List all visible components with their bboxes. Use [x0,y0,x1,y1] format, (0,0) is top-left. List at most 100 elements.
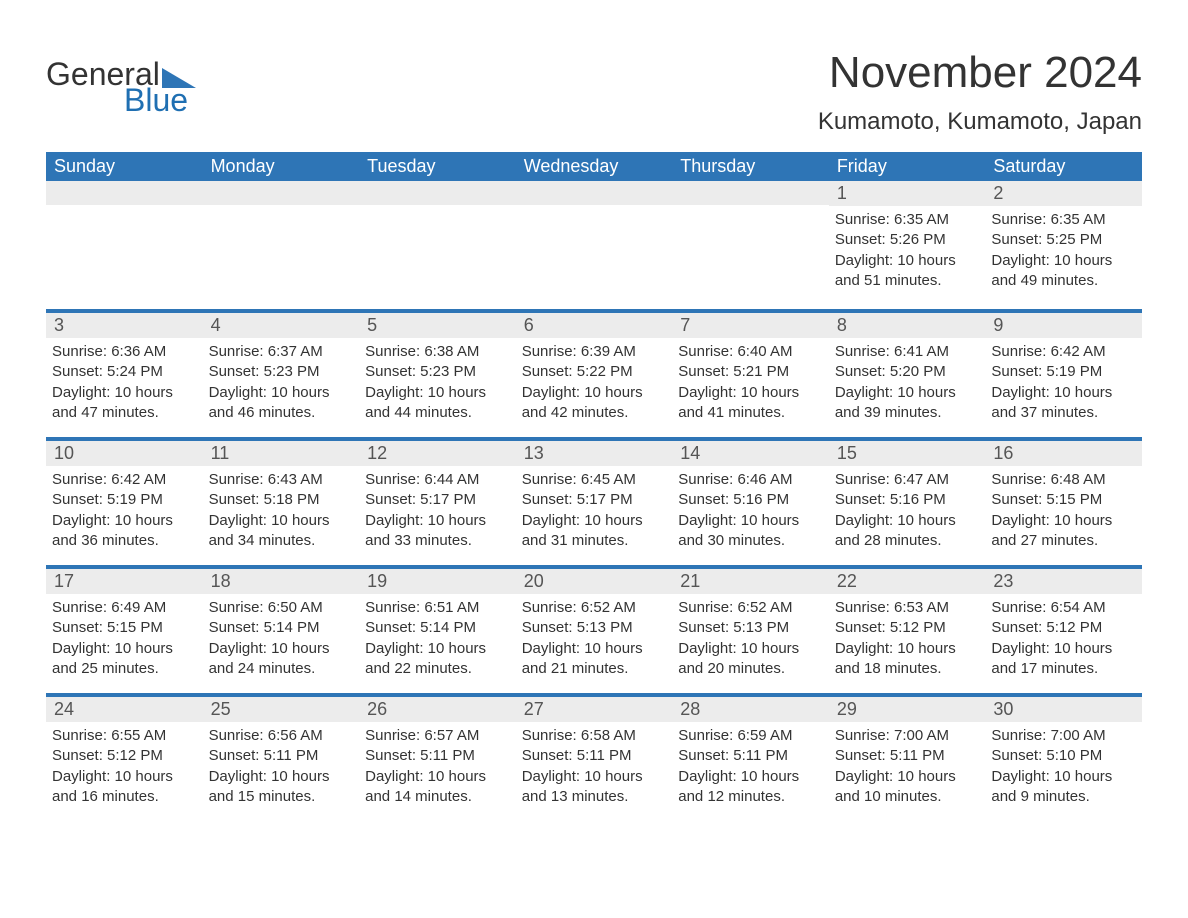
calendar-week: 10Sunrise: 6:42 AMSunset: 5:19 PMDayligh… [46,437,1142,565]
daylight-text: Daylight: 10 hours and 49 minutes. [991,251,1136,292]
sunset-text: Sunset: 5:11 PM [522,746,667,766]
sunrise-text: Sunrise: 6:48 AM [991,470,1136,490]
empty-day-head [359,181,516,205]
day-number: 20 [516,567,673,594]
calendar-cell [672,181,829,309]
sunset-text: Sunset: 5:11 PM [365,746,510,766]
day-number: 1 [829,181,986,206]
calendar-cell: 2Sunrise: 6:35 AMSunset: 5:25 PMDaylight… [985,181,1142,309]
calendar-cell: 8Sunrise: 6:41 AMSunset: 5:20 PMDaylight… [829,309,986,437]
sunset-text: Sunset: 5:22 PM [522,362,667,382]
day-text: Sunrise: 6:36 AMSunset: 5:24 PMDaylight:… [46,338,203,423]
daylight-text: Daylight: 10 hours and 42 minutes. [522,383,667,424]
sunrise-text: Sunrise: 6:58 AM [522,726,667,746]
sunrise-text: Sunrise: 6:35 AM [991,210,1136,230]
sunrise-text: Sunrise: 6:50 AM [209,598,354,618]
sunset-text: Sunset: 5:19 PM [991,362,1136,382]
daylight-text: Daylight: 10 hours and 12 minutes. [678,767,823,808]
daylight-text: Daylight: 10 hours and 41 minutes. [678,383,823,424]
sunset-text: Sunset: 5:18 PM [209,490,354,510]
day-number: 26 [359,695,516,722]
sunrise-text: Sunrise: 6:45 AM [522,470,667,490]
calendar-cell: 26Sunrise: 6:57 AMSunset: 5:11 PMDayligh… [359,693,516,821]
sunrise-text: Sunrise: 6:39 AM [522,342,667,362]
day-number: 21 [672,567,829,594]
day-number: 24 [46,695,203,722]
daylight-text: Daylight: 10 hours and 9 minutes. [991,767,1136,808]
day-number: 9 [985,311,1142,338]
calendar-cell: 24Sunrise: 6:55 AMSunset: 5:12 PMDayligh… [46,693,203,821]
daylight-text: Daylight: 10 hours and 30 minutes. [678,511,823,552]
daylight-text: Daylight: 10 hours and 34 minutes. [209,511,354,552]
day-text: Sunrise: 7:00 AMSunset: 5:11 PMDaylight:… [829,722,986,807]
day-number: 10 [46,439,203,466]
calendar-cell: 4Sunrise: 6:37 AMSunset: 5:23 PMDaylight… [203,309,360,437]
sunrise-text: Sunrise: 6:35 AM [835,210,980,230]
day-header: Monday [203,152,360,181]
empty-day-head [672,181,829,205]
daylight-text: Daylight: 10 hours and 14 minutes. [365,767,510,808]
daylight-text: Daylight: 10 hours and 17 minutes. [991,639,1136,680]
logo-word2: Blue [46,84,196,116]
sunrise-text: Sunrise: 6:56 AM [209,726,354,746]
sunset-text: Sunset: 5:13 PM [678,618,823,638]
calendar-cell [46,181,203,309]
daylight-text: Daylight: 10 hours and 20 minutes. [678,639,823,680]
sunset-text: Sunset: 5:11 PM [835,746,980,766]
sunset-text: Sunset: 5:11 PM [678,746,823,766]
daylight-text: Daylight: 10 hours and 15 minutes. [209,767,354,808]
sunset-text: Sunset: 5:10 PM [991,746,1136,766]
day-number: 19 [359,567,516,594]
calendar-cell: 5Sunrise: 6:38 AMSunset: 5:23 PMDaylight… [359,309,516,437]
day-text: Sunrise: 6:54 AMSunset: 5:12 PMDaylight:… [985,594,1142,679]
daylight-text: Daylight: 10 hours and 31 minutes. [522,511,667,552]
sunset-text: Sunset: 5:17 PM [522,490,667,510]
day-header: Friday [829,152,986,181]
day-header: Sunday [46,152,203,181]
calendar-cell: 7Sunrise: 6:40 AMSunset: 5:21 PMDaylight… [672,309,829,437]
sunrise-text: Sunrise: 6:46 AM [678,470,823,490]
sunset-text: Sunset: 5:12 PM [835,618,980,638]
day-number: 12 [359,439,516,466]
day-number: 30 [985,695,1142,722]
day-text: Sunrise: 6:39 AMSunset: 5:22 PMDaylight:… [516,338,673,423]
calendar-cell: 10Sunrise: 6:42 AMSunset: 5:19 PMDayligh… [46,437,203,565]
day-text: Sunrise: 6:53 AMSunset: 5:12 PMDaylight:… [829,594,986,679]
sunset-text: Sunset: 5:17 PM [365,490,510,510]
sunrise-text: Sunrise: 6:53 AM [835,598,980,618]
day-number: 13 [516,439,673,466]
calendar-week: 1Sunrise: 6:35 AMSunset: 5:26 PMDaylight… [46,181,1142,309]
daylight-text: Daylight: 10 hours and 47 minutes. [52,383,197,424]
sunrise-text: Sunrise: 6:47 AM [835,470,980,490]
day-text: Sunrise: 6:35 AMSunset: 5:26 PMDaylight:… [829,206,986,291]
day-text: Sunrise: 6:42 AMSunset: 5:19 PMDaylight:… [46,466,203,551]
daylight-text: Daylight: 10 hours and 33 minutes. [365,511,510,552]
calendar-cell: 18Sunrise: 6:50 AMSunset: 5:14 PMDayligh… [203,565,360,693]
empty-day-head [46,181,203,205]
daylight-text: Daylight: 10 hours and 21 minutes. [522,639,667,680]
sunset-text: Sunset: 5:20 PM [835,362,980,382]
day-text: Sunrise: 6:50 AMSunset: 5:14 PMDaylight:… [203,594,360,679]
sunset-text: Sunset: 5:26 PM [835,230,980,250]
day-text: Sunrise: 6:51 AMSunset: 5:14 PMDaylight:… [359,594,516,679]
sunrise-text: Sunrise: 6:36 AM [52,342,197,362]
sunrise-text: Sunrise: 7:00 AM [835,726,980,746]
calendar-cell: 27Sunrise: 6:58 AMSunset: 5:11 PMDayligh… [516,693,673,821]
daylight-text: Daylight: 10 hours and 10 minutes. [835,767,980,808]
day-header: Thursday [672,152,829,181]
calendar-cell [516,181,673,309]
daylight-text: Daylight: 10 hours and 25 minutes. [52,639,197,680]
day-number: 16 [985,439,1142,466]
day-number: 3 [46,311,203,338]
day-number: 4 [203,311,360,338]
day-number: 17 [46,567,203,594]
calendar-cell: 23Sunrise: 6:54 AMSunset: 5:12 PMDayligh… [985,565,1142,693]
sunset-text: Sunset: 5:15 PM [991,490,1136,510]
day-text: Sunrise: 6:56 AMSunset: 5:11 PMDaylight:… [203,722,360,807]
day-text: Sunrise: 6:43 AMSunset: 5:18 PMDaylight:… [203,466,360,551]
day-text: Sunrise: 6:35 AMSunset: 5:25 PMDaylight:… [985,206,1142,291]
month-title: November 2024 [818,48,1142,98]
day-number: 14 [672,439,829,466]
sunrise-text: Sunrise: 6:42 AM [52,470,197,490]
sunrise-text: Sunrise: 6:42 AM [991,342,1136,362]
